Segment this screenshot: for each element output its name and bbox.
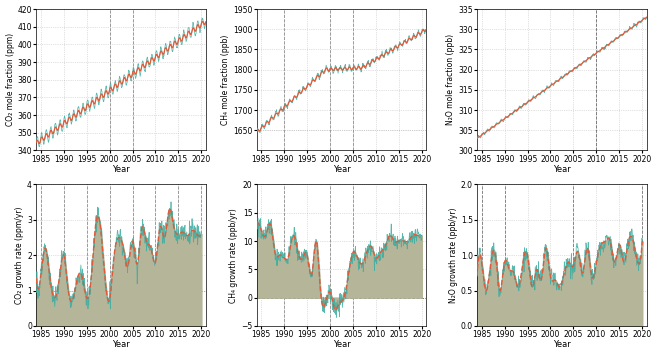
X-axis label: Year: Year — [333, 340, 350, 349]
X-axis label: Year: Year — [333, 165, 350, 174]
Y-axis label: CO₂ mole fraction (ppm): CO₂ mole fraction (ppm) — [5, 33, 14, 126]
Y-axis label: CH₄ growth rate (ppb/yr): CH₄ growth rate (ppb/yr) — [230, 208, 238, 302]
Y-axis label: CH₄ mole fraction (ppb): CH₄ mole fraction (ppb) — [221, 34, 230, 125]
Y-axis label: N₂O mole fraction (ppb): N₂O mole fraction (ppb) — [447, 34, 455, 125]
X-axis label: Year: Year — [553, 340, 571, 349]
Y-axis label: N₂O growth rate (ppb/yr): N₂O growth rate (ppb/yr) — [449, 207, 458, 303]
Y-axis label: CO₂ growth rate (ppm/yr): CO₂ growth rate (ppm/yr) — [15, 206, 24, 304]
X-axis label: Year: Year — [112, 165, 130, 174]
X-axis label: Year: Year — [112, 340, 130, 349]
X-axis label: Year: Year — [553, 165, 571, 174]
